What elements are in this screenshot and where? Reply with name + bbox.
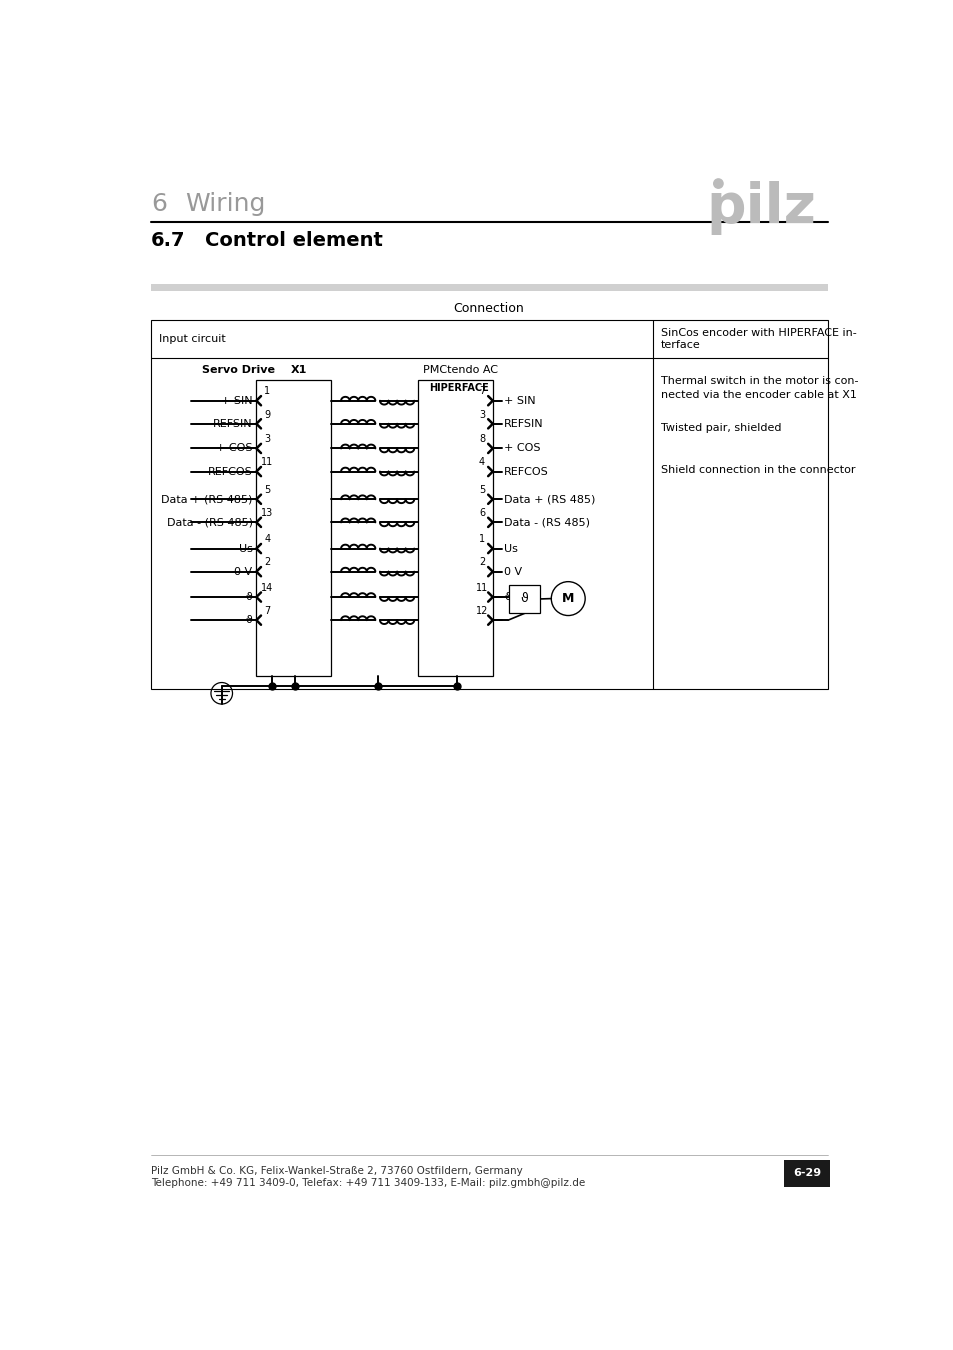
- Text: REFCOS: REFCOS: [208, 467, 253, 477]
- Text: HIPERFACE: HIPERFACE: [429, 382, 488, 393]
- Text: REFSIN: REFSIN: [213, 418, 253, 429]
- Text: 0 V: 0 V: [234, 567, 253, 576]
- Text: + COS: + COS: [504, 443, 540, 454]
- Bar: [783, 1160, 829, 1187]
- Text: 3: 3: [478, 409, 484, 420]
- Bar: [508, 585, 539, 613]
- Text: 11: 11: [261, 458, 273, 467]
- Text: Twisted pair, shielded: Twisted pair, shielded: [659, 423, 781, 432]
- Text: Thermal switch in the motor is con-: Thermal switch in the motor is con-: [659, 377, 858, 386]
- Text: SinCos encoder with HIPERFACE in-: SinCos encoder with HIPERFACE in-: [659, 328, 856, 338]
- Text: pilz: pilz: [706, 181, 816, 235]
- Text: + SIN: + SIN: [504, 396, 536, 406]
- Text: Pilz GmbH & Co. KG, Felix-Wankel-Straße 2, 73760 Ostfildern, Germany: Pilz GmbH & Co. KG, Felix-Wankel-Straße …: [151, 1165, 522, 1176]
- Text: M: M: [561, 593, 574, 605]
- Text: 6-29: 6-29: [792, 1168, 821, 1179]
- Text: 2: 2: [264, 558, 270, 567]
- Text: Telephone: +49 711 3409-0, Telefax: +49 711 3409-133, E-Mail: pilz.gmbh@pilz.de: Telephone: +49 711 3409-0, Telefax: +49 …: [151, 1179, 584, 1188]
- Text: ϑ: ϑ: [246, 616, 253, 625]
- Text: 7: 7: [478, 386, 485, 397]
- Text: X1: X1: [291, 364, 307, 375]
- Text: PMCtendo AC: PMCtendo AC: [422, 364, 497, 375]
- Text: 4: 4: [478, 458, 484, 467]
- Text: Servo Drive: Servo Drive: [202, 364, 275, 375]
- Text: ϑ: ϑ: [520, 593, 528, 605]
- Text: Connection: Connection: [453, 302, 524, 315]
- Text: terface: terface: [659, 340, 700, 350]
- Text: 13: 13: [261, 508, 273, 518]
- Text: Data + (RS 485): Data + (RS 485): [161, 494, 253, 505]
- Circle shape: [712, 178, 723, 189]
- Text: 12: 12: [476, 606, 488, 616]
- Text: ϑ: ϑ: [246, 593, 253, 602]
- Text: 5: 5: [478, 485, 485, 495]
- Text: 9: 9: [264, 409, 270, 420]
- Text: 1: 1: [264, 386, 270, 397]
- Text: nected via the encoder cable at X1: nected via the encoder cable at X1: [659, 390, 856, 400]
- Text: ϑ: ϑ: [504, 593, 511, 602]
- Text: Data + (RS 485): Data + (RS 485): [504, 494, 595, 505]
- Text: 14: 14: [261, 583, 273, 593]
- Text: Data - (RS 485): Data - (RS 485): [167, 517, 253, 528]
- Text: Us: Us: [504, 544, 517, 554]
- Text: 0 V: 0 V: [504, 567, 522, 576]
- Bar: [256, 379, 331, 676]
- Text: 11: 11: [476, 583, 488, 593]
- Text: 4: 4: [264, 535, 270, 544]
- Text: Data - (RS 485): Data - (RS 485): [504, 517, 590, 528]
- Bar: [417, 379, 493, 676]
- Text: Control element: Control element: [205, 231, 382, 250]
- Text: 6: 6: [151, 192, 167, 216]
- Text: Wiring: Wiring: [185, 192, 265, 216]
- Text: 8: 8: [478, 435, 484, 444]
- Text: REFCOS: REFCOS: [504, 467, 549, 477]
- Text: 6.7: 6.7: [151, 231, 185, 250]
- Text: 6: 6: [478, 508, 484, 518]
- Text: Us: Us: [238, 544, 253, 554]
- Text: 5: 5: [264, 485, 270, 495]
- Text: Input circuit: Input circuit: [158, 333, 225, 344]
- Text: 3: 3: [264, 435, 270, 444]
- Text: 7: 7: [264, 606, 270, 616]
- Text: + COS: + COS: [215, 443, 253, 454]
- Text: 2: 2: [478, 558, 485, 567]
- Text: 1: 1: [478, 535, 484, 544]
- Bar: [151, 320, 827, 690]
- Text: REFSIN: REFSIN: [504, 418, 543, 429]
- Text: + SIN: + SIN: [221, 396, 253, 406]
- Bar: [151, 284, 827, 292]
- Text: Shield connection in the connector: Shield connection in the connector: [659, 464, 854, 475]
